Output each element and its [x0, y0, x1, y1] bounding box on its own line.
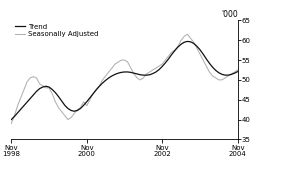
Text: '000: '000 [221, 10, 238, 19]
Legend: Trend, Seasonally Adjusted: Trend, Seasonally Adjusted [15, 24, 98, 37]
